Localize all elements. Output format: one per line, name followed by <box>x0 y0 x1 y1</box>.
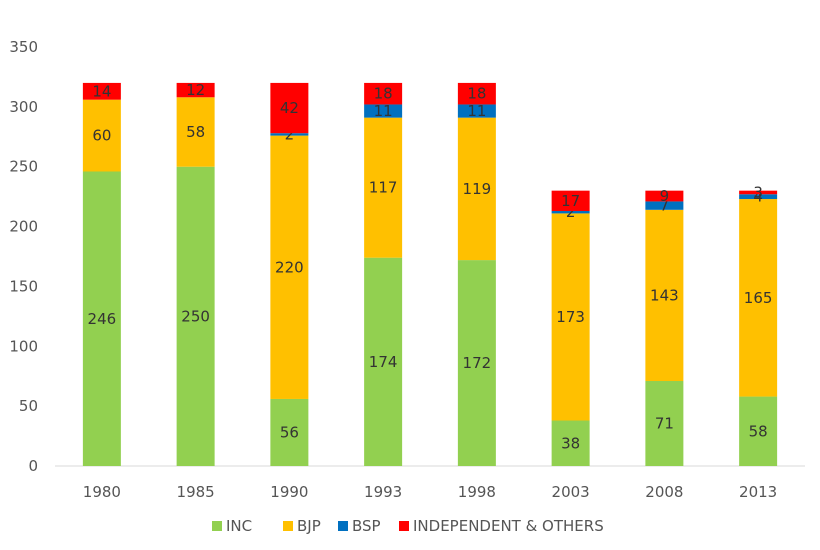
bar-segment <box>551 213 590 421</box>
x-tick-label: 1998 <box>458 483 496 501</box>
data-label: 172 <box>463 354 492 372</box>
bars: 2466014250581256220242174117111817211911… <box>82 81 778 466</box>
x-tick-label: 1990 <box>270 483 308 501</box>
data-label: 56 <box>280 423 299 441</box>
y-tick-label: 350 <box>9 38 38 56</box>
data-label: 117 <box>369 179 398 197</box>
bar-segment <box>176 97 215 167</box>
bar-segment <box>82 171 121 466</box>
bar-segment <box>739 190 778 195</box>
legend: INC BJP BSP INDEPENDENT & OTHERS <box>212 517 604 535</box>
data-label: 12 <box>186 81 205 99</box>
data-label: 246 <box>88 310 117 328</box>
x-tick-label: 1985 <box>177 483 215 501</box>
data-label: 11 <box>374 102 393 120</box>
legend-label: BSP <box>352 517 381 535</box>
x-tick-label: 1980 <box>83 483 121 501</box>
data-label: 11 <box>467 102 486 120</box>
y-tick-label: 300 <box>9 98 38 116</box>
legend-swatch <box>338 521 348 531</box>
legend-label: INC <box>226 517 252 535</box>
y-axis-ticks: 0 50 100 150 200 250 300 350 <box>9 38 38 475</box>
data-label: 18 <box>374 85 393 103</box>
legend-label: BJP <box>297 517 321 535</box>
bar-segment <box>270 135 309 399</box>
bar-segment <box>82 82 121 100</box>
data-label: 9 <box>660 187 670 205</box>
bar-segment <box>364 104 403 118</box>
data-label: 2 <box>566 203 576 221</box>
bar-segment <box>645 190 684 202</box>
data-label: 38 <box>561 434 580 452</box>
legend-label: INDEPENDENT & OTHERS <box>413 517 604 535</box>
y-tick-label: 0 <box>28 457 38 475</box>
data-label: 58 <box>186 123 205 141</box>
bar-segment <box>739 199 778 397</box>
data-label: 7 <box>660 197 670 215</box>
bar-segment <box>645 201 684 210</box>
bar-segment <box>364 82 403 105</box>
data-label: 220 <box>275 258 304 276</box>
bar-segment <box>270 133 309 136</box>
bar-segment <box>645 381 684 466</box>
bar-segment <box>457 117 496 261</box>
bar-segment <box>551 211 590 214</box>
data-label: 173 <box>556 308 585 326</box>
legend-swatch <box>212 521 222 531</box>
data-label: 18 <box>467 85 486 103</box>
data-label: 4 <box>753 188 763 206</box>
bar-segment <box>739 194 778 200</box>
y-tick-label: 200 <box>9 218 38 236</box>
bar-segment <box>82 99 121 172</box>
y-tick-label: 150 <box>9 277 38 295</box>
bar-segment <box>270 398 309 466</box>
data-label: 60 <box>92 127 111 145</box>
bar-segment <box>551 420 590 466</box>
bar-segment <box>457 104 496 118</box>
bar-segment <box>457 82 496 105</box>
bar-segment <box>176 166 215 466</box>
data-label: 2 <box>285 125 295 143</box>
bar-segment <box>551 190 590 212</box>
x-tick-label: 1993 <box>364 483 402 501</box>
data-label: 42 <box>280 99 299 117</box>
y-tick-label: 50 <box>19 397 38 415</box>
bar-segment <box>457 260 496 466</box>
y-tick-label: 250 <box>9 158 38 176</box>
x-tick-label: 2003 <box>552 483 590 501</box>
y-tick-label: 100 <box>9 337 38 355</box>
bar-segment <box>364 117 403 258</box>
x-axis-ticks: 1980 1985 1990 1993 1998 2003 2008 2013 <box>83 483 777 501</box>
data-label: 119 <box>463 180 492 198</box>
data-label: 250 <box>181 307 210 325</box>
bar-segment <box>739 396 778 466</box>
x-tick-label: 2013 <box>739 483 777 501</box>
data-label: 143 <box>650 286 679 304</box>
legend-swatch <box>283 521 293 531</box>
data-label: 17 <box>561 192 580 210</box>
legend-swatch <box>399 521 409 531</box>
x-tick-label: 2008 <box>645 483 683 501</box>
data-label: 174 <box>369 353 398 371</box>
bar-segment <box>645 209 684 382</box>
data-label: 14 <box>92 82 111 100</box>
data-label: 165 <box>744 289 773 307</box>
bar-segment <box>364 257 403 466</box>
data-label: 71 <box>655 415 674 433</box>
bar-segment <box>270 82 309 134</box>
data-label: 3 <box>753 183 763 201</box>
bar-segment <box>176 82 215 98</box>
data-label: 58 <box>749 422 768 440</box>
